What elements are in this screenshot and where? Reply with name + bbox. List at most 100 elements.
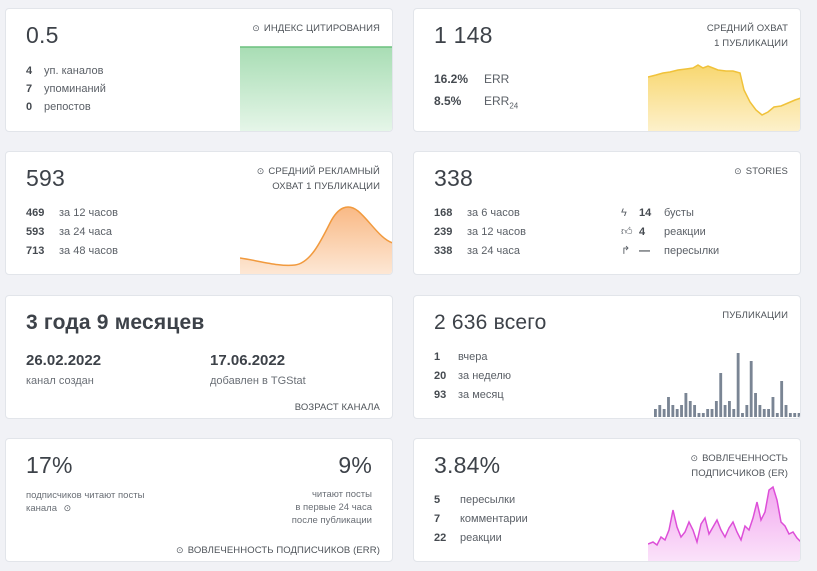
publication-bar	[793, 413, 797, 417]
publication-bar	[741, 413, 744, 417]
list-item: 8.5% ERR24	[434, 94, 519, 111]
ad-reach-sparkline	[240, 206, 392, 274]
publication-bar	[723, 405, 727, 417]
publication-bar	[767, 409, 771, 417]
channel-age-label: ВОЗРАСТ КАНАЛА	[294, 402, 380, 413]
publication-bar	[662, 409, 666, 417]
ad-reach-card: 593 ⊙ СРЕДНИЙ РЕКЛАМНЫЙ ОХВАТ 1 ПУБЛИКАЦИ…	[5, 151, 393, 275]
publication-bar	[749, 361, 753, 417]
list-item: 7 упоминаний	[26, 83, 106, 95]
list-item: 0 репостов	[26, 101, 91, 113]
publication-bar	[697, 413, 701, 417]
er-value: 3.84%	[434, 452, 501, 478]
publication-bar	[658, 405, 662, 417]
list-item: 593 за 24 часа	[26, 226, 112, 238]
publication-bar	[762, 409, 766, 417]
stories-card: 338 ⊙ STORIES 168 за 6 часов 239 за 12 часо…	[413, 151, 801, 275]
publication-bar	[680, 405, 683, 417]
publication-bar	[775, 413, 779, 417]
publications-card: 2 636 всего ПУБЛИКАЦИИ 1 вчера 20 за недел…	[413, 295, 801, 419]
avg-reach-label: СРЕДНИЙ ОХВАТ 1 ПУБЛИКАЦИИ	[706, 23, 788, 49]
er-sparkline	[648, 485, 800, 561]
publication-bar	[688, 401, 692, 417]
err-right-value: 9%	[338, 452, 372, 478]
publication-bar	[693, 405, 697, 417]
info-icon[interactable]: ⊙	[63, 503, 72, 513]
err-left-value: 17%	[26, 452, 73, 478]
er-label[interactable]: ⊙ ВОВЛЕЧЕННОСТЬ ПОДПИСЧИКОВ (ER)	[690, 453, 788, 479]
publication-bar	[714, 401, 718, 417]
like-icon: 👍︎	[621, 226, 633, 238]
citation-index-label[interactable]: ⊙ ИНДЕКС ЦИТИРОВАНИЯ	[252, 21, 380, 36]
publication-bar	[758, 405, 762, 417]
list-item: 16.2% ERR	[434, 72, 510, 86]
list-item: 713 за 48 часов	[26, 245, 118, 257]
publications-bar-chart	[654, 353, 800, 417]
publication-bar	[667, 397, 670, 417]
forward-icon: ↱	[621, 245, 631, 257]
publication-bar	[780, 381, 784, 417]
channel-age-card: 3 года 9 месяцев 26.02.2022 канал создан…	[5, 295, 393, 419]
publication-bar	[706, 409, 710, 417]
publication-bar	[675, 409, 679, 417]
publication-bar	[784, 405, 788, 417]
list-item: 7 комментарии	[434, 513, 528, 525]
list-item: 22 реакции	[434, 532, 502, 544]
publication-bar	[754, 393, 757, 417]
list-item: 5 пересылки	[434, 494, 516, 506]
list-item: 239 за 12 часов	[434, 226, 526, 238]
publication-bar	[719, 373, 723, 417]
publication-bar	[654, 409, 657, 417]
info-icon: ⊙	[176, 545, 184, 555]
ad-reach-value: 593	[26, 165, 65, 191]
list-item: 20 за неделю	[434, 370, 512, 382]
channel-age-value: 3 года 9 месяцев	[26, 311, 205, 334]
publication-bar	[788, 413, 792, 417]
list-item: 1 вчера	[434, 351, 488, 363]
citation-index-value: 0.5	[26, 22, 59, 48]
avg-reach-sparkline	[648, 64, 800, 131]
publication-bar	[671, 405, 675, 417]
list-item: 338 за 24 часа	[434, 245, 520, 257]
info-icon: ⊙	[256, 166, 265, 176]
publication-bar	[771, 397, 775, 417]
list-item: 469 за 12 часов	[26, 207, 118, 219]
list-item: ↱ — пересылки	[621, 245, 720, 257]
publication-bar	[797, 413, 800, 417]
citation-label-text: ИНДЕКС ЦИТИРОВАНИЯ	[263, 23, 380, 34]
info-icon: ⊙	[734, 166, 742, 176]
err-label[interactable]: ⊙ ВОВЛЕЧЕННОСТЬ ПОДПИСЧИКОВ (ERR)	[176, 545, 380, 556]
publication-bar	[732, 409, 736, 417]
added-label: добавлен в TGStat	[210, 375, 306, 387]
ad-reach-label[interactable]: ⊙ СРЕДНИЙ РЕКЛАМНЫЙ ОХВАТ 1 ПУБЛИКАЦИИ	[256, 166, 380, 192]
list-item: 👍︎ 4 реакции	[621, 226, 706, 238]
avg-reach-value: 1 148	[434, 22, 493, 48]
err-left-text: подписчиков читают посты канала ⊙	[26, 490, 145, 514]
err-card: 17% подписчиков читают посты канала ⊙ 9%…	[5, 438, 393, 562]
list-item: ϟ 14 бусты	[621, 207, 694, 219]
publications-value: 2 636 всего	[434, 311, 547, 334]
stories-value: 338	[434, 165, 473, 191]
info-icon: ⊙	[690, 453, 699, 463]
added-date: 17.06.2022	[210, 352, 286, 369]
publication-bar	[710, 409, 714, 417]
created-label: канал создан	[26, 375, 94, 387]
publications-label: ПУБЛИКАЦИИ	[722, 310, 788, 321]
err-right-text: читают посты в первые 24 часа после публ…	[291, 489, 372, 526]
list-item: 4 уп. каналов	[26, 65, 104, 77]
avg-reach-card: 1 148 СРЕДНИЙ ОХВАТ 1 ПУБЛИКАЦИИ 16.2% ER…	[413, 8, 801, 132]
boost-icon: ϟ	[621, 207, 627, 219]
publication-bar	[745, 405, 749, 417]
list-item: 93 за месяц	[434, 389, 504, 401]
info-icon: ⊙	[252, 23, 260, 33]
publication-bar	[701, 413, 705, 417]
publication-bar	[728, 401, 731, 417]
created-date: 26.02.2022	[26, 352, 102, 369]
list-item: 168 за 6 часов	[434, 207, 520, 219]
citation-sparkline	[240, 46, 392, 131]
stories-label[interactable]: ⊙ STORIES	[734, 166, 788, 177]
publication-bar	[736, 353, 740, 417]
citation-index-card: 0.5 ⊙ ИНДЕКС ЦИТИРОВАНИЯ 4 уп. каналов 7 уп…	[5, 8, 393, 132]
publication-bar	[684, 393, 688, 417]
